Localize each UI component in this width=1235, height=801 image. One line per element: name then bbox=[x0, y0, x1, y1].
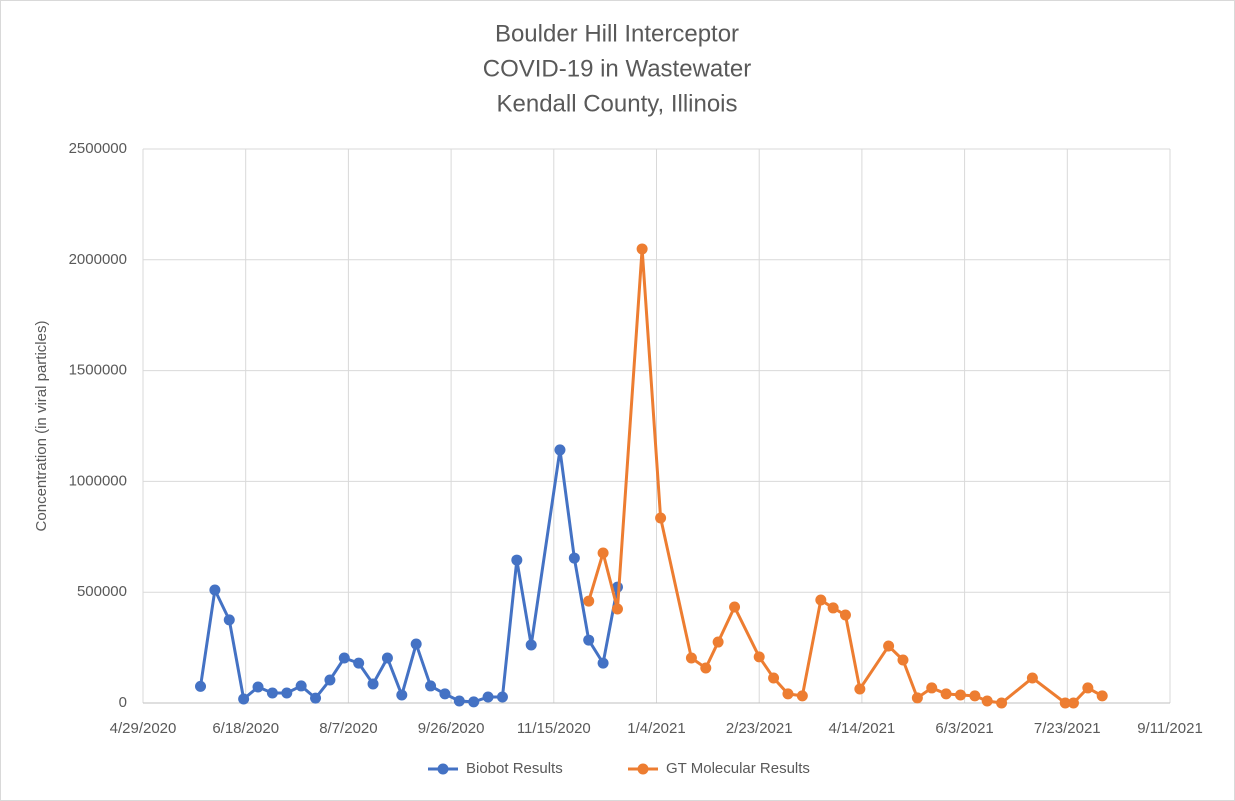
data-point bbox=[396, 689, 408, 701]
y-tick-label: 500000 bbox=[77, 583, 127, 600]
data-point bbox=[911, 692, 923, 704]
data-point bbox=[482, 691, 494, 703]
data-point bbox=[954, 689, 966, 701]
data-point bbox=[636, 243, 648, 255]
legend-marker bbox=[637, 763, 649, 775]
chart-title: COVID-19 in Wastewater bbox=[483, 55, 752, 82]
data-point bbox=[266, 687, 278, 699]
data-point bbox=[611, 603, 623, 615]
x-tick-label: 6/18/2020 bbox=[212, 720, 279, 737]
x-tick-label: 11/15/2020 bbox=[517, 720, 591, 737]
data-point bbox=[367, 678, 379, 690]
y-tick-label: 1000000 bbox=[69, 472, 127, 489]
data-point bbox=[839, 609, 851, 621]
data-point bbox=[468, 696, 480, 708]
data-point bbox=[854, 683, 866, 695]
data-point bbox=[238, 693, 250, 705]
x-tick-label: 9/11/2021 bbox=[1137, 720, 1203, 737]
x-tick-label: 9/26/2020 bbox=[418, 720, 485, 737]
data-point bbox=[655, 512, 667, 524]
data-point bbox=[252, 681, 264, 693]
data-point bbox=[453, 695, 465, 707]
data-point bbox=[768, 672, 780, 684]
y-tick-label: 0 bbox=[119, 694, 127, 711]
chart-title: Kendall County, Illinois bbox=[496, 90, 737, 117]
data-point bbox=[353, 657, 365, 669]
data-point bbox=[883, 640, 895, 652]
x-tick-label: 8/7/2020 bbox=[319, 720, 377, 737]
x-tick-label: 4/14/2021 bbox=[829, 720, 896, 737]
data-point bbox=[597, 547, 609, 559]
data-point bbox=[815, 594, 827, 606]
data-point bbox=[324, 674, 336, 686]
data-point bbox=[195, 680, 207, 692]
data-point bbox=[525, 639, 537, 651]
x-tick-label: 1/4/2021 bbox=[627, 720, 685, 737]
data-point bbox=[511, 554, 523, 566]
data-point bbox=[981, 695, 993, 707]
data-point bbox=[1059, 697, 1071, 709]
y-tick-label: 2500000 bbox=[69, 140, 127, 157]
legend-label: GT Molecular Results bbox=[666, 760, 810, 777]
y-tick-label: 1500000 bbox=[69, 362, 127, 379]
data-point bbox=[338, 652, 350, 664]
data-point bbox=[568, 552, 580, 564]
data-point bbox=[827, 602, 839, 614]
legend-marker bbox=[437, 763, 449, 775]
data-point bbox=[209, 584, 221, 596]
data-point bbox=[1026, 672, 1038, 684]
legend-label: Biobot Results bbox=[466, 760, 563, 777]
x-tick-label: 7/23/2021 bbox=[1034, 720, 1101, 737]
data-point bbox=[381, 652, 393, 664]
data-point bbox=[897, 654, 909, 666]
data-point bbox=[554, 444, 566, 456]
data-point bbox=[996, 697, 1008, 709]
x-tick-label: 6/3/2021 bbox=[935, 720, 993, 737]
data-point bbox=[712, 636, 724, 648]
data-point bbox=[410, 638, 422, 650]
data-point bbox=[310, 692, 322, 704]
data-point bbox=[796, 690, 808, 702]
data-point bbox=[969, 690, 981, 702]
data-point bbox=[281, 687, 293, 699]
data-point bbox=[295, 680, 307, 692]
data-point bbox=[223, 614, 235, 626]
y-tick-label: 2000000 bbox=[69, 251, 127, 268]
chart-title: Boulder Hill Interceptor bbox=[495, 20, 739, 47]
data-point bbox=[1096, 690, 1108, 702]
x-tick-label: 2/23/2021 bbox=[726, 720, 793, 737]
data-point bbox=[425, 680, 437, 692]
data-point bbox=[685, 652, 697, 664]
data-point bbox=[439, 688, 451, 700]
data-point bbox=[1082, 682, 1094, 694]
data-point bbox=[1067, 697, 1079, 709]
data-point bbox=[583, 595, 595, 607]
data-point bbox=[583, 634, 595, 646]
data-point bbox=[729, 601, 741, 613]
data-point bbox=[496, 691, 508, 703]
data-point bbox=[940, 688, 952, 700]
data-point bbox=[597, 657, 609, 669]
data-point bbox=[700, 662, 712, 674]
x-tick-label: 4/29/2020 bbox=[110, 720, 177, 737]
data-point bbox=[753, 651, 765, 663]
data-point bbox=[926, 682, 938, 694]
y-axis-label: Concentration (in viral particles) bbox=[33, 321, 50, 532]
data-point bbox=[782, 688, 794, 700]
